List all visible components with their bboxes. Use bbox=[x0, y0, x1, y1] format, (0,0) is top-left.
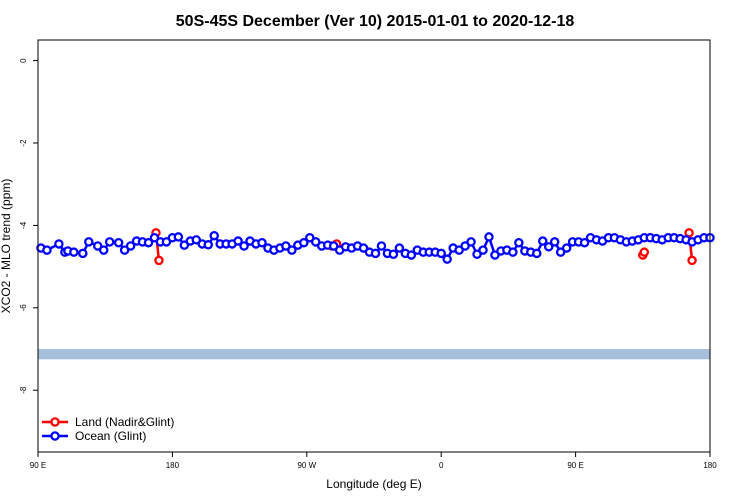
ocean-point-70 bbox=[466, 237, 476, 247]
ocean-point-12 bbox=[119, 245, 130, 255]
ocean-point-19 bbox=[161, 237, 172, 247]
ocean-point-72 bbox=[478, 245, 488, 255]
ocean-point-89 bbox=[579, 237, 590, 248]
ocean-point-35 bbox=[257, 237, 267, 248]
x-axis-label: Longitude (deg E) bbox=[326, 477, 421, 491]
ocean-point-68 bbox=[454, 245, 464, 255]
ocean-point-44 bbox=[311, 237, 321, 247]
sample-band bbox=[38, 349, 710, 360]
ocean-point-57 bbox=[388, 249, 399, 259]
ocean-point-54 bbox=[370, 248, 381, 259]
x-tick-label-0: 90 E bbox=[30, 461, 46, 470]
x-tick-label-5: 180 bbox=[703, 461, 717, 470]
land-point-3-1 bbox=[687, 255, 697, 266]
ocean-point-21 bbox=[173, 232, 184, 242]
legend-label-1: Ocean (Glint) bbox=[75, 429, 146, 443]
ocean-point-24 bbox=[191, 235, 202, 245]
ocean-point-27 bbox=[209, 230, 219, 241]
ocean-point-10 bbox=[104, 237, 115, 247]
y-tick-label-4: -8 bbox=[19, 386, 28, 394]
ocean-point-2 bbox=[54, 239, 64, 249]
ocean-point-16 bbox=[143, 237, 154, 248]
y-tick-label-2: -4 bbox=[19, 221, 28, 229]
ocean-point-81 bbox=[532, 248, 542, 259]
ocean-point-11 bbox=[113, 237, 124, 248]
y-tick-label-1: -2 bbox=[19, 139, 28, 147]
legend-label-0: Land (Nadir&Glint) bbox=[75, 415, 174, 429]
ocean-point-52 bbox=[358, 243, 369, 253]
ocean-point-26 bbox=[203, 240, 213, 250]
chart-title: 50S-45S December (Ver 10) 2015-01-01 to … bbox=[176, 13, 575, 30]
ocean-point-55 bbox=[376, 241, 387, 251]
ocean-point-7 bbox=[84, 237, 94, 247]
series-layer bbox=[36, 228, 715, 266]
ocean-point-13 bbox=[125, 241, 136, 251]
ocean-point-31 bbox=[233, 236, 243, 246]
ocean-point-82 bbox=[537, 236, 548, 246]
ocean-point-86 bbox=[561, 243, 572, 253]
ocean-point-32 bbox=[239, 241, 249, 251]
legend: Land (Nadir&Glint)Ocean (Glint) bbox=[42, 415, 174, 443]
legend-marker-1 bbox=[50, 431, 60, 441]
ocean-point-77 bbox=[508, 247, 518, 257]
plot-frame bbox=[37, 39, 711, 453]
ocean-point-22 bbox=[179, 240, 190, 250]
legend-marker-0 bbox=[50, 417, 60, 427]
ocean-point-8 bbox=[92, 241, 103, 251]
ocean-point-85 bbox=[555, 247, 566, 257]
ocean-point-78 bbox=[514, 237, 524, 248]
land-point-0-1 bbox=[154, 255, 164, 266]
x-tick-label-1: 180 bbox=[166, 461, 180, 470]
ocean-point-74 bbox=[490, 250, 500, 260]
ocean-point-5 bbox=[69, 247, 79, 257]
ocean-point-73 bbox=[484, 232, 494, 242]
ocean-point-71 bbox=[472, 249, 482, 259]
ocean-point-47 bbox=[328, 241, 339, 251]
ocean-point-84 bbox=[549, 237, 560, 247]
ocean-point-65 bbox=[436, 248, 446, 259]
ocean-point-1 bbox=[42, 245, 52, 255]
ocean-point-17 bbox=[149, 233, 160, 243]
band-layer bbox=[38, 349, 710, 360]
ocean-point-42 bbox=[299, 237, 309, 248]
y-axis-label: XCO2 - MLO trend (ppm) bbox=[0, 179, 13, 314]
ocean-point-69 bbox=[460, 241, 470, 251]
ocean-point-9 bbox=[98, 245, 109, 255]
ocean-point-43 bbox=[305, 233, 315, 243]
y-tick-label-3: -6 bbox=[19, 304, 28, 312]
ocean-point-66 bbox=[442, 254, 452, 264]
x-tick-label-2: 90 W bbox=[297, 461, 316, 470]
ocean-point-60 bbox=[406, 250, 417, 260]
axis-layer: 90 E 180 90 W 0 90 E 180 0 -2 -4 -6 -8 bbox=[19, 58, 717, 470]
y-tick-label-0: 0 bbox=[19, 58, 28, 63]
ocean-point-58 bbox=[394, 243, 405, 253]
ocean-point-40 bbox=[287, 245, 297, 255]
ocean-point-83 bbox=[543, 242, 554, 252]
ocean-point-6 bbox=[78, 248, 88, 259]
x-tick-label-3: 0 bbox=[439, 461, 444, 470]
ocean-point-39 bbox=[281, 241, 291, 251]
x-tick-label-4: 90 E bbox=[567, 461, 583, 470]
land-point-2-1 bbox=[639, 247, 650, 257]
